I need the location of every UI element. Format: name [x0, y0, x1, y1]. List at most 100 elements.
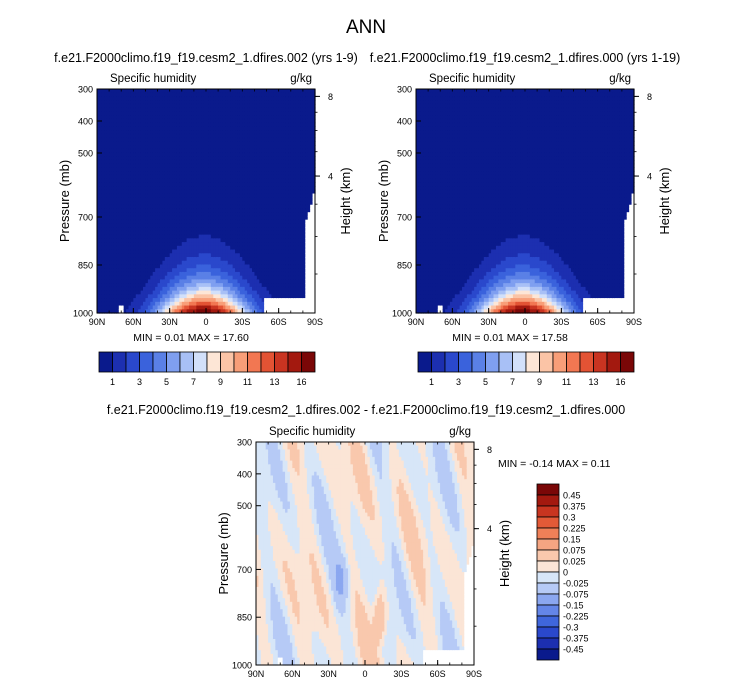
units-label: g/kg: [609, 73, 631, 85]
colorbar-box: [526, 352, 540, 372]
colorbar-box: [499, 352, 513, 372]
colorbar-box: [537, 572, 559, 583]
colorbar: [99, 352, 315, 372]
difference-panel: f.e21.F2000climo.f19_f19.cesm2_1.dfires.…: [107, 403, 625, 679]
colorbar-label: 13: [269, 377, 279, 387]
y-axis-label: Pressure (mb): [216, 512, 231, 594]
x-tick-label: 0: [203, 317, 208, 327]
colorbar-box: [418, 352, 432, 372]
stats-text: MIN = -0.14 MAX = 0.11: [498, 458, 611, 470]
colorbar-box: [194, 352, 208, 372]
x-tick-label: 30S: [393, 669, 409, 679]
colorbar-box: [537, 649, 559, 660]
colorbar-box: [234, 352, 248, 372]
colorbar-box: [459, 352, 473, 372]
x-tick-label: 60S: [430, 669, 446, 679]
subtitle-left: Specific humidity: [429, 73, 516, 85]
colorbar-label: 9: [218, 377, 223, 387]
left-panel: f.e21.F2000climo.f19_f19.cesm2_1.dfires.…: [54, 51, 358, 387]
x-tick-label: 90S: [626, 317, 642, 327]
colorbar-label: -0.15: [563, 601, 584, 611]
colorbar-box: [180, 352, 194, 372]
y-tick-label: 400: [397, 117, 412, 127]
x-tick-label: 30S: [234, 317, 250, 327]
colorbar-label: -0.45: [563, 645, 584, 655]
x-tick-label: 90S: [307, 317, 323, 327]
colorbar-label: 7: [191, 377, 196, 387]
colorbar-box: [537, 627, 559, 638]
y-tick-label: 1000: [232, 661, 252, 671]
colorbar-label: 16: [615, 377, 625, 387]
y-tick-label: 850: [237, 613, 252, 623]
colorbar-label: -0.3: [563, 623, 579, 633]
y2-axis-label: Height (km): [657, 167, 672, 234]
colorbar-box: [537, 495, 559, 506]
x-tick-label: 90S: [466, 669, 482, 679]
right-panel: f.e21.F2000climo.f19_f19.cesm2_1.dfires.…: [370, 51, 681, 387]
panel-title: f.e21.F2000climo.f19_f19.cesm2_1.dfires.…: [54, 51, 358, 65]
x-tick-label: 30N: [480, 317, 497, 327]
colorbar-label: 0.3: [563, 513, 576, 523]
units-label: g/kg: [290, 73, 312, 85]
y-tick-label: 400: [237, 469, 252, 479]
y-tick-label: 700: [397, 213, 412, 223]
y-tick-label: 1000: [392, 309, 412, 319]
colorbar-label: -0.225: [563, 612, 589, 622]
colorbar-box: [621, 352, 635, 372]
y-tick-label: 500: [78, 149, 93, 159]
colorbar-box: [537, 484, 559, 495]
y2-axis-label: Height (km): [497, 520, 512, 587]
colorbar-box: [537, 605, 559, 616]
x-tick-label: 0: [522, 317, 527, 327]
humidity-field: [416, 89, 635, 314]
y-axis-label: Pressure (mb): [57, 160, 72, 242]
colorbar-label: 0: [563, 568, 568, 578]
y-tick-label: 300: [237, 438, 252, 448]
panel-title: f.e21.F2000climo.f19_f19.cesm2_1.dfires.…: [370, 51, 681, 65]
colorbar: [418, 352, 634, 372]
colorbar-label: 0.225: [563, 524, 586, 534]
colorbar-box: [540, 352, 554, 372]
colorbar-box: [580, 352, 594, 372]
colorbar-box: [537, 638, 559, 649]
x-tick-label: 30S: [553, 317, 569, 327]
y-tick-label: 500: [237, 501, 252, 511]
colorbar-box: [472, 352, 486, 372]
y-tick-label: 1000: [73, 309, 93, 319]
colorbar-box: [302, 352, 316, 372]
colorbar-label: 0.15: [563, 535, 581, 545]
y-tick-label: 300: [397, 85, 412, 95]
x-tick-label: 90N: [89, 317, 106, 327]
colorbar-box: [140, 352, 154, 372]
stats-text: MIN = 0.01 MAX = 17.58: [452, 332, 568, 344]
colorbar-label: -0.075: [563, 590, 589, 600]
colorbar-label: 3: [137, 377, 142, 387]
y2-tick-label: 4: [487, 524, 492, 534]
colorbar: [537, 484, 559, 660]
colorbar-box: [537, 517, 559, 528]
stats-text: MIN = 0.01 MAX = 17.60: [133, 332, 249, 344]
colorbar-box: [432, 352, 446, 372]
x-tick-label: 60N: [125, 317, 142, 327]
subtitle-left: Specific humidity: [110, 73, 197, 85]
x-tick-label: 90N: [408, 317, 425, 327]
difference-field: [256, 442, 475, 666]
x-tick-label: 0: [362, 669, 367, 679]
colorbar-box: [537, 506, 559, 517]
y2-tick-label: 8: [328, 92, 333, 102]
colorbar-box: [513, 352, 527, 372]
y-tick-label: 850: [397, 261, 412, 271]
colorbar-box: [553, 352, 567, 372]
colorbar-box: [607, 352, 621, 372]
x-tick-label: 60N: [444, 317, 461, 327]
x-tick-label: 60S: [271, 317, 287, 327]
y-tick-label: 850: [78, 261, 93, 271]
y-tick-label: 400: [78, 117, 93, 127]
colorbar-label: 5: [164, 377, 169, 387]
x-tick-label: 30N: [320, 669, 337, 679]
y-tick-label: 700: [237, 565, 252, 575]
figure-canvas: ANN f.e21.F2000climo.f19_f19.cesm2_1.dfi…: [0, 0, 732, 689]
colorbar-box: [221, 352, 235, 372]
y-tick-label: 700: [78, 213, 93, 223]
colorbar-label: -0.025: [563, 579, 589, 589]
